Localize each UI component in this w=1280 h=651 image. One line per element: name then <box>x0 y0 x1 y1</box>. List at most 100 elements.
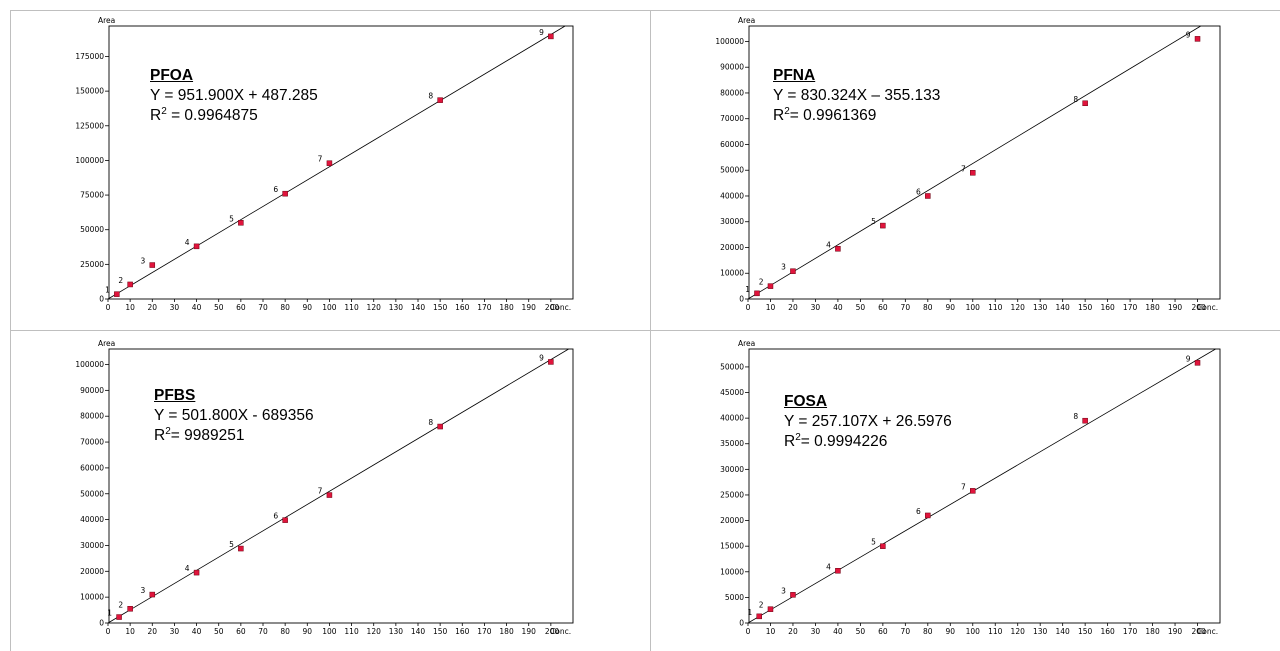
x-tick-label: 20 <box>148 627 158 636</box>
point-label: 7 <box>318 487 323 496</box>
point-label: 2 <box>118 276 123 285</box>
data-point <box>149 591 156 598</box>
data-point <box>149 262 156 268</box>
x-tick-label: 110 <box>988 303 1003 312</box>
equation-rhs: 830.324X – 355.133 <box>800 87 941 104</box>
y-tick-label: 150000 <box>75 87 104 96</box>
data-point <box>326 492 333 498</box>
point-label: 9 <box>1186 30 1191 39</box>
r-squared: R2= 0.9994226 <box>784 432 952 452</box>
y-tick-label: 0 <box>99 295 104 304</box>
y-tick-label: 80000 <box>720 88 744 97</box>
x-tick-label: 100 <box>322 303 337 312</box>
x-tick-label: 100 <box>966 303 981 312</box>
point-label: 8 <box>1073 95 1078 104</box>
x-tick-label: 10 <box>125 303 135 312</box>
regression-line <box>747 348 1216 624</box>
x-tick-label: 130 <box>1033 303 1048 312</box>
point-label: 8 <box>1073 412 1078 421</box>
data-point <box>925 512 931 519</box>
y-tick-label: 70000 <box>80 438 104 447</box>
point-label: 8 <box>428 92 433 101</box>
data-point <box>548 359 554 365</box>
y-tick-label: 45000 <box>720 388 744 397</box>
point-label: 5 <box>871 217 876 226</box>
point-label: 6 <box>273 512 278 521</box>
x-tick-label: 40 <box>192 303 202 312</box>
equation-box-fosa: FOSA Y = 257.107X + 26.5976 R2= 0.999422… <box>784 392 952 452</box>
r-squared: R2 = 0.9964875 <box>150 106 318 126</box>
regression-equation: Y = 501.800X - 689356 <box>154 406 314 426</box>
r2-value: = 9989251 <box>170 427 245 444</box>
data-point <box>835 246 841 252</box>
y-tick-label: 0 <box>739 295 744 304</box>
data-point <box>116 614 122 620</box>
x-tick-label: 50 <box>214 303 224 312</box>
data-point <box>326 160 333 166</box>
y-tick-label: 100000 <box>75 360 104 369</box>
x-tick-label: 20 <box>148 303 158 312</box>
x-tick-label: 60 <box>236 303 246 312</box>
x-tick-label: 150 <box>433 303 448 312</box>
r2-value: = 0.9964875 <box>166 107 258 124</box>
point-label: 4 <box>826 562 831 571</box>
point-label: 8 <box>428 418 433 427</box>
x-axis-label: Conc. <box>1197 627 1218 636</box>
equation-rhs: 951.900X + 487.285 <box>177 87 318 104</box>
chart-cell-pfbs: Area Conc. 0 10000 20000 30000 40000 50000 60000… <box>75 339 574 636</box>
x-tick-label: 20 <box>788 303 798 312</box>
y-tick-label: 40000 <box>720 191 744 200</box>
point-label: 7 <box>961 482 966 491</box>
y-tick-label: 60000 <box>720 140 744 149</box>
point-label: 3 <box>781 263 786 272</box>
x-tick-label: 60 <box>878 627 888 636</box>
point-label: 9 <box>539 353 544 362</box>
point-label: 6 <box>273 185 278 194</box>
point-label: 6 <box>916 507 921 516</box>
x-tick-label: 30 <box>811 627 821 636</box>
data-point <box>548 33 554 40</box>
x-tick-label: 200 <box>545 303 560 312</box>
y-tick-label: 5000 <box>725 593 744 602</box>
x-tick-label: 70 <box>258 303 268 312</box>
x-axis-label: Conc. <box>550 303 571 312</box>
r-squared: R2= 9989251 <box>154 426 314 446</box>
y-tick-label: 90000 <box>720 63 744 72</box>
plot-frame <box>108 25 574 300</box>
x-tick-label: 90 <box>303 627 313 636</box>
chart-title: FOSA <box>784 393 828 410</box>
y-tick-label: 50000 <box>80 225 104 234</box>
equation-lhs: Y = <box>150 87 178 104</box>
y-axis-label: Area <box>98 16 115 25</box>
y-tick-label: 20000 <box>720 516 744 525</box>
point-label: 6 <box>916 187 921 196</box>
x-tick-label: 180 <box>499 303 514 312</box>
x-tick-label: 20 <box>788 627 798 636</box>
y-tick-label: 100000 <box>75 156 104 165</box>
x-tick-label: 70 <box>901 627 911 636</box>
data-point <box>282 517 288 523</box>
y-tick-label: 15000 <box>720 542 744 551</box>
x-axis-label: Conc. <box>1197 303 1218 312</box>
x-tick-label: 90 <box>946 627 956 636</box>
x-tick-label: 150 <box>433 627 448 636</box>
x-tick-label: 0 <box>746 303 751 312</box>
x-tick-label: 160 <box>455 627 470 636</box>
r-squared: R2= 0.9961369 <box>773 106 940 126</box>
regression-line <box>107 25 566 300</box>
data-point <box>127 606 133 612</box>
x-tick-label: 40 <box>833 627 843 636</box>
point-label: 7 <box>318 155 323 164</box>
data-point <box>790 268 796 274</box>
data-point <box>835 568 841 574</box>
point-label: 3 <box>141 257 146 266</box>
data-point <box>1194 360 1201 366</box>
y-tick-label: 175000 <box>75 52 104 61</box>
y-tick-label: 10000 <box>720 567 744 576</box>
data-point <box>1194 36 1201 42</box>
point-label: 4 <box>826 240 831 249</box>
y-tick-label: 30000 <box>80 541 104 550</box>
x-tick-label: 60 <box>236 627 246 636</box>
x-tick-label: 160 <box>1100 303 1115 312</box>
x-tick-label: 120 <box>1011 627 1026 636</box>
